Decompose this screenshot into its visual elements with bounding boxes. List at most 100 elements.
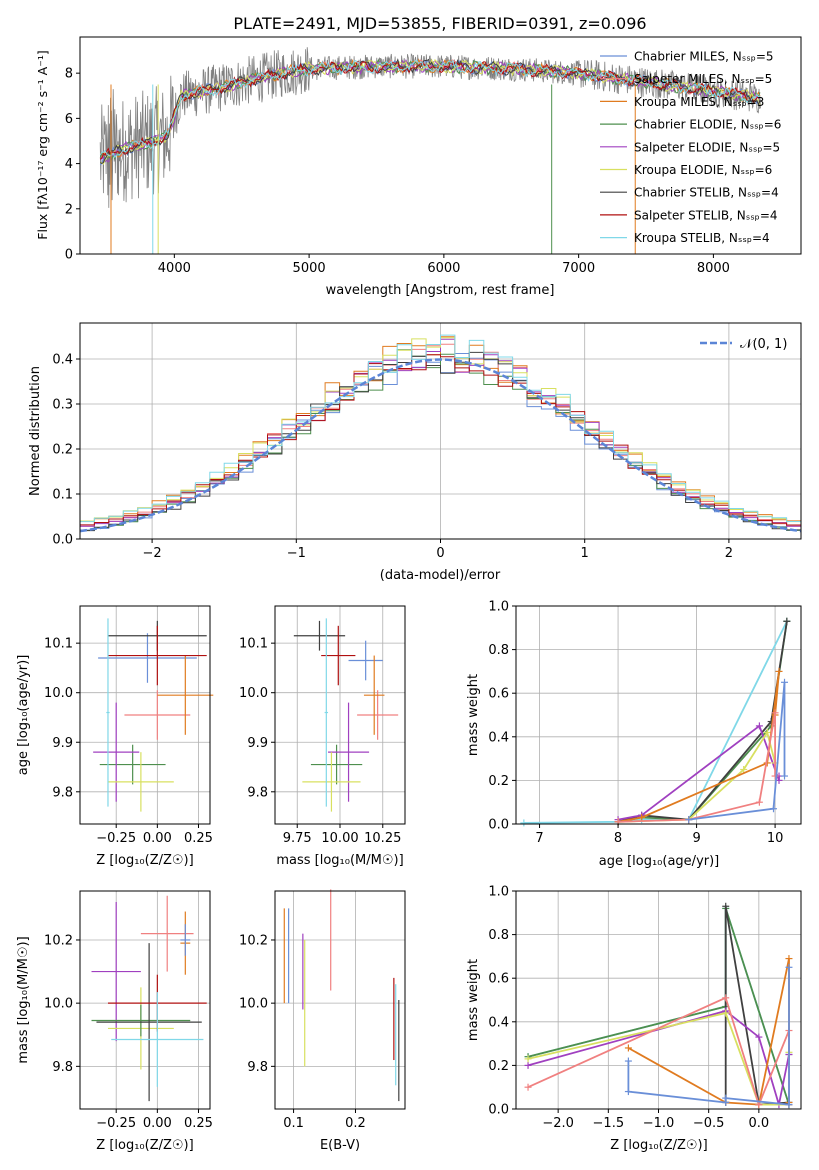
x-tick-label: −0.5 [693,1116,725,1131]
mass-weight-point-marker [770,805,778,813]
errorbar-point [124,690,191,740]
y-tick-label: 9.8 [247,785,268,800]
weight-z-data-layer [524,902,793,1109]
errorbar-point [293,620,346,651]
mass-weight-point-marker [624,1044,632,1052]
x-tick-label: 7 [535,831,543,846]
y-tick-label: 0.1 [52,488,73,503]
spectrum-data-layer [99,47,761,254]
y-tick-label: 0.2 [488,774,509,789]
y-tick-label: 0.8 [488,643,509,658]
y-tick-label: 10.0 [239,686,268,701]
legend-label: Kroupa MILES, Nₛₛₚ=3 [634,95,764,109]
y-tick-label: 10.0 [239,997,268,1012]
legend-label: Salpeter STELIB, Nₛₛₚ=4 [634,208,778,222]
x-tick-label: 0.25 [184,831,213,846]
x-tick-label: 0 [436,546,444,561]
mass-weight-point-marker [783,617,791,625]
mass-weight-point-marker [775,667,783,675]
mass-weight-point-marker [524,1083,532,1091]
age-vs-mass-panel: 9.75 10.00 10.25 9.8 9.9 10.0 10.1 mass [log₁₀… [239,605,406,868]
mass-weight-point-marker [624,1088,632,1096]
y-tick-label: 0.0 [488,1103,509,1118]
y-tick-label: 10.0 [44,997,73,1012]
y-tick-label: 10.1 [44,637,73,652]
mass-weight-vs-metallicity-panel: −2.0 −1.5 −1.0 −0.5 0.0 0.0 0.2 0.4 0.6 0.8 1.0 Z … [466,885,802,1153]
errorbar-point [328,702,370,802]
residual-data-layer [79,334,802,533]
mass-weight-point-marker [785,955,793,963]
residual-ylabel: Normed distribution [28,366,43,496]
errorbar-point [363,655,385,735]
x-tick-label: −2.0 [542,1116,574,1131]
mass-weight-point-marker [685,816,693,824]
weight-z-xlabel: Z [log₁₀(Z/Z☉)] [610,1138,707,1153]
y-tick-label: 0.6 [488,972,509,987]
x-tick-label: 0.1 [283,1116,304,1131]
mass-weight-point-marker [722,1009,730,1017]
x-tick-label: 6000 [427,261,460,276]
mass-weight-point-marker [722,902,730,910]
age-mass-ticks: 9.75 10.00 10.25 9.8 9.9 10.0 10.1 [239,637,401,846]
mass-ebv-axes-frame [274,890,406,1110]
errorbar-point [348,640,383,681]
errorbar-point [111,992,204,1087]
residual-xlabel: (data-model)/error [380,568,501,583]
mass-weight-vs-age-panel: 7 8 9 10 0.0 0.2 0.4 0.6 0.8 1.0 age [log₁₀(age/y… [466,600,802,869]
x-tick-label: −0.25 [96,1116,136,1131]
x-tick-label: −1.0 [643,1116,675,1131]
y-tick-label: 9.8 [247,1060,268,1075]
weight-age-grid [516,605,801,825]
y-tick-label: 0 [65,248,73,263]
mass-weight-series-line [523,620,788,824]
x-tick-label: 4000 [158,261,191,276]
x-tick-label: −0.25 [96,831,136,846]
x-tick-label: −2 [143,546,162,561]
mass-weight-series-line [688,682,786,821]
errorbar-point [91,1004,191,1037]
spectrum-panel: PLATE=2491, MJD=53855, FIBERID=0391, z=0… [35,14,802,298]
mass-ebv-data-layer [283,889,400,1102]
x-tick-label: 9.75 [283,831,312,846]
x-tick-label: 2 [725,546,733,561]
x-tick-label: 0.0 [749,1116,770,1131]
residual-histogram-step [80,334,801,523]
y-tick-label: 0.4 [488,730,509,745]
mass-weight-point-marker [638,813,646,821]
mass-weight-point-marker [771,709,779,717]
mass-weight-point-marker [524,1055,532,1063]
errorbar-point [107,752,174,812]
mass-ebv-ticks: 0.1 0.2 9.8 10.0 10.2 [239,933,366,1131]
x-tick-label: 10 [767,831,784,846]
legend-label: Chabrier MILES, Nₛₛₚ=5 [634,50,774,64]
y-tick-label: 10.2 [44,933,73,948]
y-tick-label: 10.1 [239,637,268,652]
legend-label: Chabrier ELODIE, Nₛₛₚ=6 [634,118,781,132]
mass-z-ticks: −0.25 0.00 0.25 9.8 10.0 10.2 [44,933,213,1131]
y-tick-label: 0.4 [488,1015,509,1030]
age-mass-xlabel: mass [log₁₀(M/M☉)] [276,853,403,868]
y-tick-label: 6 [65,112,73,127]
y-tick-label: 2 [65,202,73,217]
model-spectrum-line [99,58,761,164]
age-vs-metallicity-panel: −0.25 0.00 0.25 9.8 9.9 10.0 10.1 Z [log₁₀(Z/Z… [16,605,214,868]
errorbar-point [157,655,214,735]
weight-z-ticks: −2.0 −1.5 −1.0 −0.5 0.0 0.0 0.2 0.4 0.6 0.8 1.0 [488,885,769,1132]
mass-weight-point-marker [755,722,763,730]
mass-weight-point-marker [785,1101,793,1109]
x-tick-label: 10.00 [321,831,358,846]
legend-label: Salpeter MILES, Nₛₛₚ=5 [634,72,772,86]
y-tick-label: 1.0 [488,885,509,900]
errorbar-point [96,943,202,1102]
mass-weight-point-marker [520,819,528,827]
residual-histogram-step [80,354,801,526]
y-tick-label: 8 [65,67,73,82]
x-tick-label: −1 [287,546,306,561]
weight-age-ylabel: mass weight [466,674,481,756]
age-z-xlabel: Z [log₁₀(Z/Z☉)] [96,853,193,868]
y-tick-label: 10.2 [239,933,268,948]
model-spectrum-line [99,59,761,159]
mass-ebv-grid [275,891,405,1109]
legend-label: Kroupa ELODIE, Nₛₛₚ=6 [634,163,772,177]
mass-z-data-layer [91,895,207,1102]
